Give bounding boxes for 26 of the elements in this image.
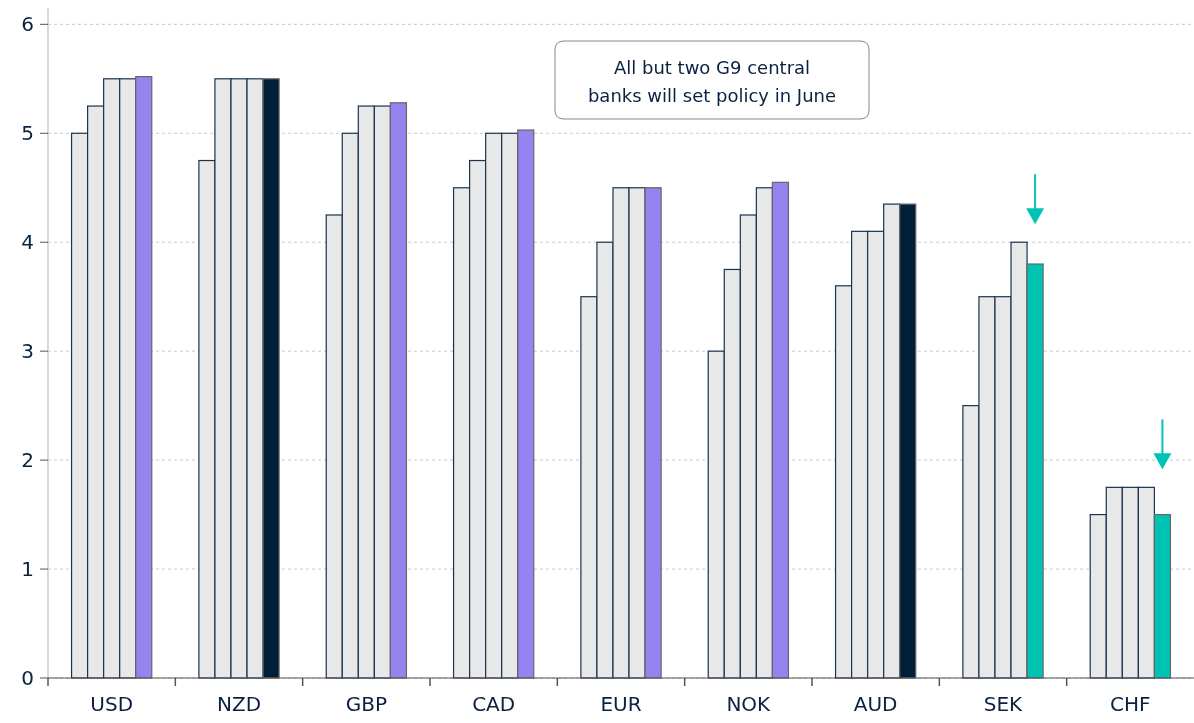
y-tick-label: 6 [21,12,34,37]
x-tick-label: EUR [600,692,642,716]
y-tick-label: 1 [21,557,34,582]
bar [1153,513,1172,679]
bar [899,203,917,679]
x-tick-label: CAD [472,692,516,716]
y-tick-label: 4 [21,230,34,255]
bar [262,78,280,679]
y-tick-label: 2 [21,448,34,473]
x-tick-label: SEK [983,692,1024,716]
annotation: All but two G9 central banks will set policy in June [587,57,837,106]
bar [1026,263,1044,679]
x-tick-label: USD [90,692,134,716]
x-tick-label: AUD [853,692,898,716]
y-tick-label: 5 [21,121,34,146]
x-tick-label: NOK [726,692,772,716]
x-tick-label: GBP [345,692,387,716]
bar [771,181,790,679]
bar [135,76,153,679]
bar [517,129,535,679]
bar [389,102,408,679]
x-tick-label: NZD [216,692,262,716]
x-tick-label: CHF [1110,692,1151,716]
bar [644,187,662,679]
y-tick-label: 0 [21,666,34,690]
y-tick-label: 3 [21,339,34,364]
